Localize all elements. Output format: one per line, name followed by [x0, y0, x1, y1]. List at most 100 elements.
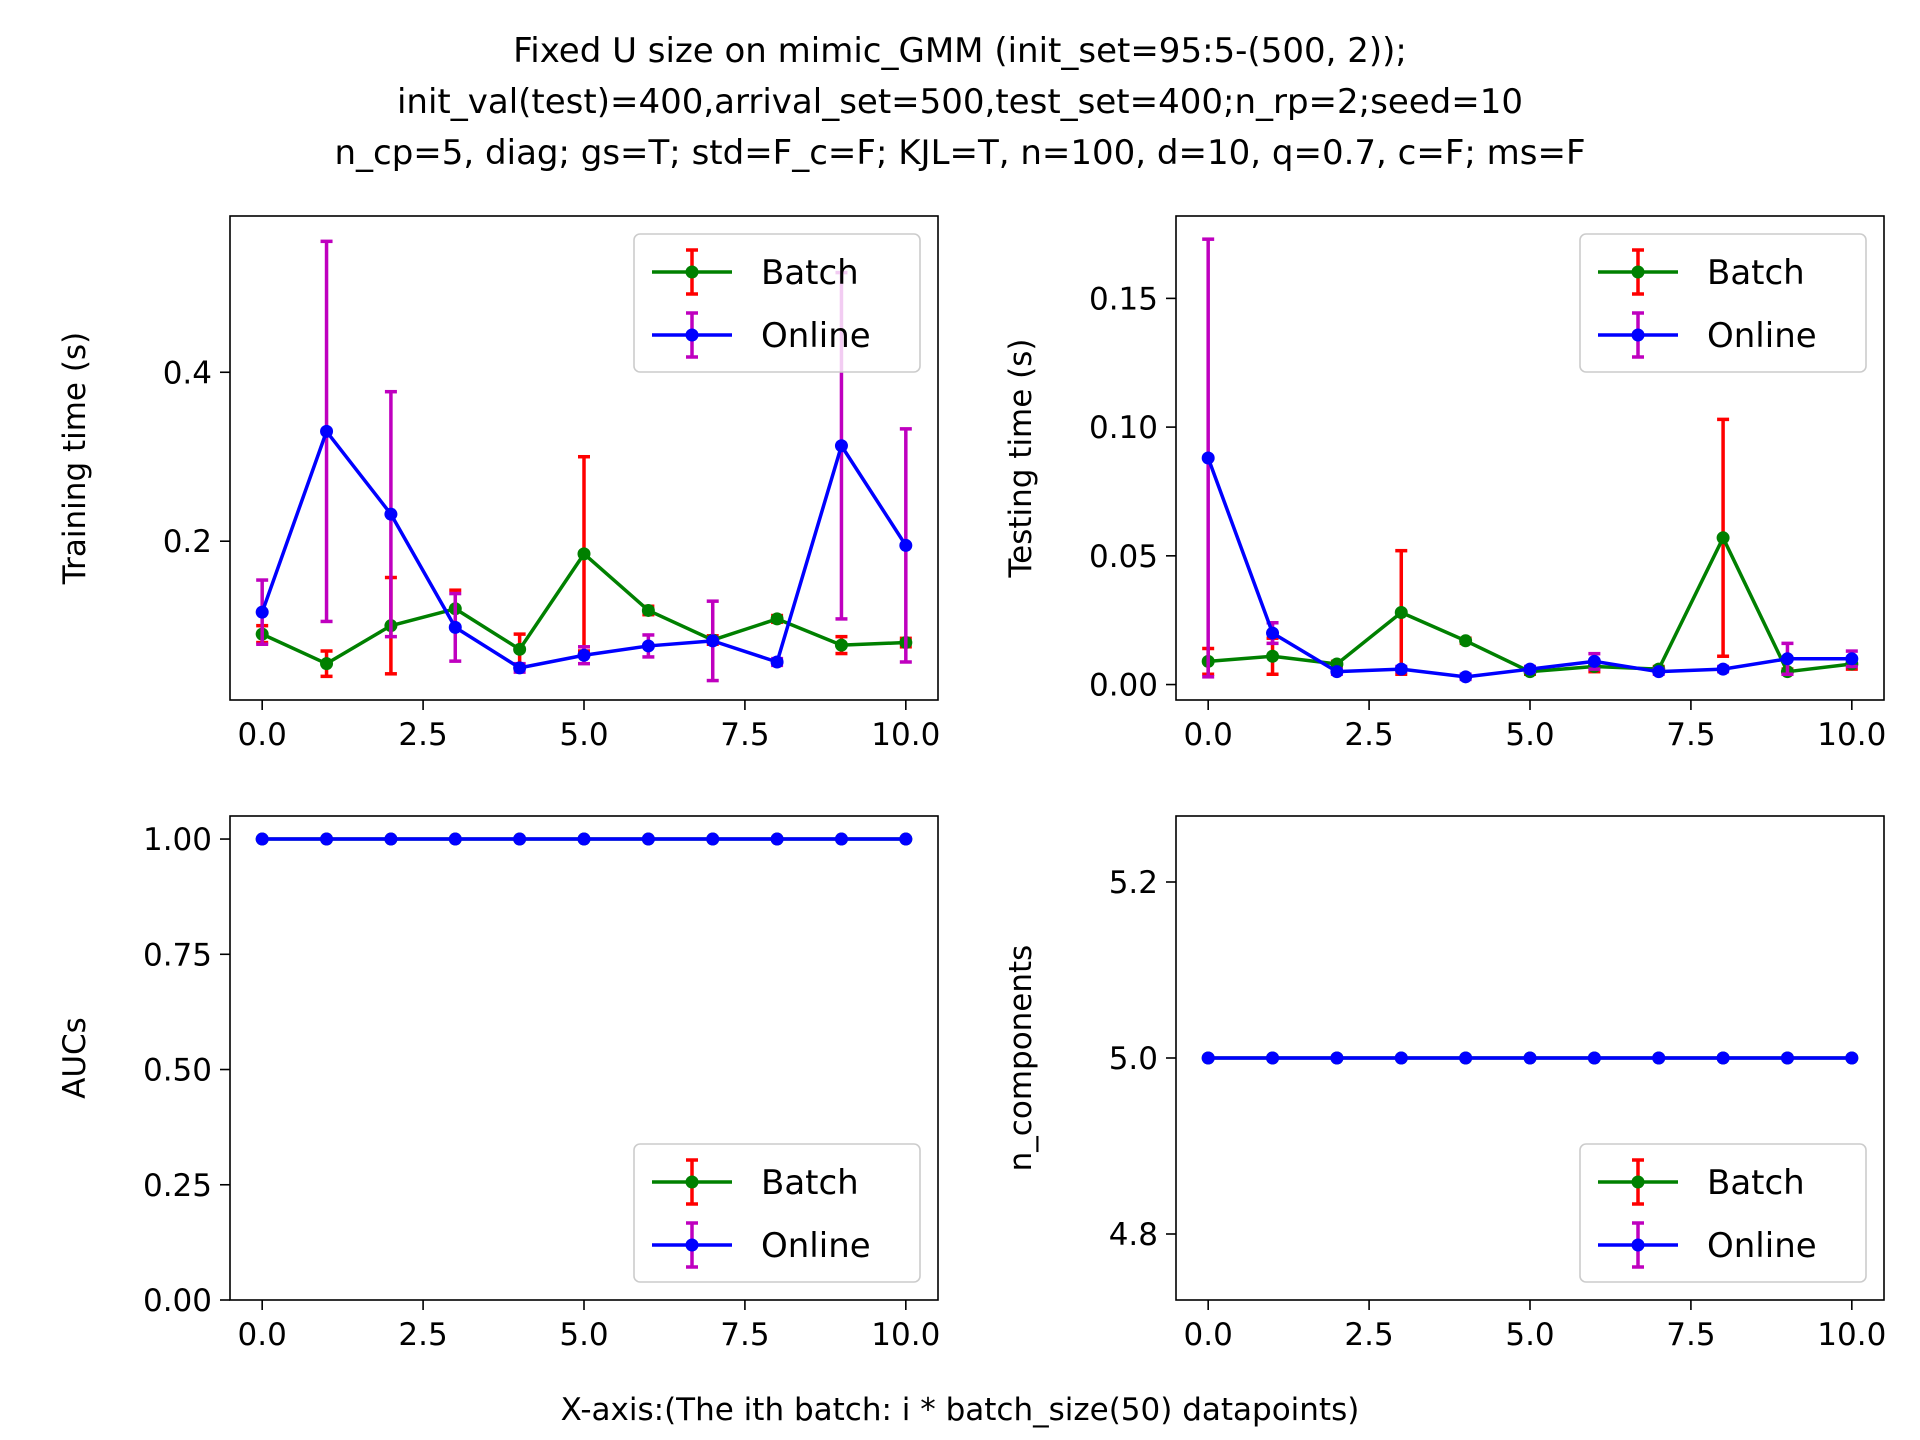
training-time-batch-point [577, 547, 591, 561]
n-components-x-tick-label: 10.0 [1817, 1317, 1886, 1353]
figure-title-line-1: Fixed U size on mimic_GMM (init_set=95:5… [513, 31, 1407, 71]
testing-time-y-tick-label: 0.05 [1089, 539, 1158, 575]
testing-time-online-point [1523, 662, 1537, 676]
n-components-subplot: 0.0 2.5 5.0 7.5 10.0 4.8 5.0 5.2 n_components Bat… [1003, 815, 1886, 1353]
testing-time-batch-point [1716, 531, 1730, 545]
aucs-online-point [577, 832, 591, 846]
testing-time-legend-box [1579, 233, 1867, 373]
training-time-legend-batch-label: Batch [761, 253, 859, 293]
testing-time-online-point [1394, 662, 1408, 676]
n-components-legend-box [1579, 1143, 1867, 1283]
training-time-axes-frame [229, 215, 939, 701]
testing-time-online-point [1201, 451, 1215, 465]
training-time-legend-online-label: Online [761, 316, 871, 356]
aucs-y-tick-label: 0.75 [143, 937, 212, 973]
n-components-x-tick-label: 0.0 [1184, 1317, 1233, 1353]
training-time-online-point [770, 655, 784, 669]
training-time-online-point [899, 538, 913, 552]
n-components-online-point [1587, 1051, 1601, 1065]
training-time-legend-batch-marker-glyph [685, 265, 699, 279]
testing-time-subplot: 0.0 2.5 5.0 7.5 10.0 0.00 0.05 0.10 0.15 Testing … [1003, 215, 1886, 753]
n-components-online-point [1780, 1051, 1794, 1065]
n-components-online-point [1652, 1051, 1666, 1065]
aucs-legend-batch-marker-glyph [685, 1175, 699, 1189]
training-time-y-axis-label: Training time (s) [57, 332, 93, 585]
training-time-legend: Batch Online [633, 233, 921, 373]
testing-time-axes-frame [1175, 215, 1885, 701]
testing-time-online-point [1652, 665, 1666, 679]
testing-time-online-point [1587, 654, 1601, 668]
training-time-online-point [384, 507, 398, 521]
aucs-online-point [770, 832, 784, 846]
aucs-x-tick-label: 7.5 [720, 1317, 769, 1353]
training-time-batch-point [770, 612, 784, 626]
testing-time-online-point [1266, 626, 1280, 640]
testing-time-x-tick-label: 0.0 [1184, 717, 1233, 753]
testing-time-y-tick-label: 0.10 [1089, 410, 1158, 446]
testing-time-online-point [1845, 652, 1859, 666]
testing-time-x-tick-label: 2.5 [1344, 717, 1393, 753]
aucs-y-tick-label: 1.00 [143, 822, 212, 858]
aucs-x-tick-label: 0.0 [238, 1317, 287, 1353]
training-time-batch-point [641, 603, 655, 617]
aucs-online-point [255, 832, 269, 846]
aucs-online-point [320, 832, 334, 846]
n-components-online-point [1845, 1051, 1859, 1065]
aucs-legend: Batch Online [633, 1143, 921, 1283]
testing-time-x-tick-label: 5.0 [1505, 717, 1554, 753]
n-components-x-tick-label: 2.5 [1344, 1317, 1393, 1353]
aucs-x-tick-label: 5.0 [559, 1317, 608, 1353]
training-time-x-tick-label: 7.5 [720, 717, 769, 753]
aucs-online-point [384, 832, 398, 846]
testing-time-y-tick-label: 0.00 [1089, 668, 1158, 704]
aucs-legend-box [633, 1143, 921, 1283]
aucs-x-tick-label: 10.0 [871, 1317, 940, 1353]
testing-time-online-point [1716, 662, 1730, 676]
testing-time-batch-point [1266, 649, 1280, 663]
training-time-online-point [448, 620, 462, 634]
figure-title-line-3: n_cp=5, diag; gs=T; std=F_c=F; KJL=T, n=… [334, 133, 1585, 173]
aucs-legend-batch-label: Batch [761, 1163, 859, 1203]
training-time-online-point [255, 605, 269, 619]
training-time-online-point [513, 661, 527, 675]
testing-time-online-point [1780, 652, 1794, 666]
training-time-x-tick-label: 5.0 [559, 717, 608, 753]
training-time-online-point [577, 648, 591, 662]
n-components-x-tick-label: 7.5 [1666, 1317, 1715, 1353]
n-components-online-point [1459, 1051, 1473, 1065]
n-components-legend-batch-label: Batch [1707, 1163, 1805, 1203]
aucs-legend-online-marker-glyph [685, 1238, 699, 1252]
n-components-y-tick-label: 5.0 [1109, 1041, 1158, 1077]
n-components-axes-frame [1175, 815, 1885, 1301]
n-components-legend-online-marker-glyph [1631, 1238, 1645, 1252]
aucs-online-point [834, 832, 848, 846]
n-components-online-point [1266, 1051, 1280, 1065]
aucs-y-tick-label: 0.00 [143, 1283, 212, 1319]
aucs-y-axis-label: AUCs [57, 1017, 93, 1099]
aucs-online-point [448, 832, 462, 846]
training-time-x-tick-label: 2.5 [398, 717, 447, 753]
aucs-axes-frame [229, 815, 939, 1301]
training-time-x-tick-label: 10.0 [871, 717, 940, 753]
testing-time-batch-point [1394, 605, 1408, 619]
aucs-subplot: 0.0 2.5 5.0 7.5 10.0 0.00 0.25 0.50 0.75 1.00 AUCs… [57, 815, 940, 1353]
n-components-y-tick-label: 4.8 [1109, 1217, 1158, 1253]
aucs-y-tick-label: 0.50 [143, 1053, 212, 1089]
n-components-y-tick-label: 5.2 [1109, 865, 1158, 901]
aucs-x-tick-label: 2.5 [398, 1317, 447, 1353]
n-components-online-point [1330, 1051, 1344, 1065]
training-time-y-tick-label: 0.4 [163, 355, 212, 391]
testing-time-online-point [1459, 670, 1473, 684]
aucs-online-point [899, 832, 913, 846]
aucs-y-tick-label: 0.25 [143, 1168, 212, 1204]
training-time-subplot: 0.0 2.5 5.0 7.5 10.0 0.2 0.4 Training time (s) B… [57, 215, 940, 753]
aucs-online-point [513, 832, 527, 846]
testing-time-legend-batch-label: Batch [1707, 253, 1805, 293]
training-time-online-point [641, 639, 655, 653]
n-components-online-point [1716, 1051, 1730, 1065]
figure-x-axis-label: X-axis:(The ith batch: i * batch_size(50… [561, 1392, 1360, 1428]
testing-time-legend: Batch Online [1579, 233, 1867, 373]
testing-time-y-axis-label: Testing time (s) [1003, 338, 1039, 578]
n-components-online-point [1394, 1051, 1408, 1065]
